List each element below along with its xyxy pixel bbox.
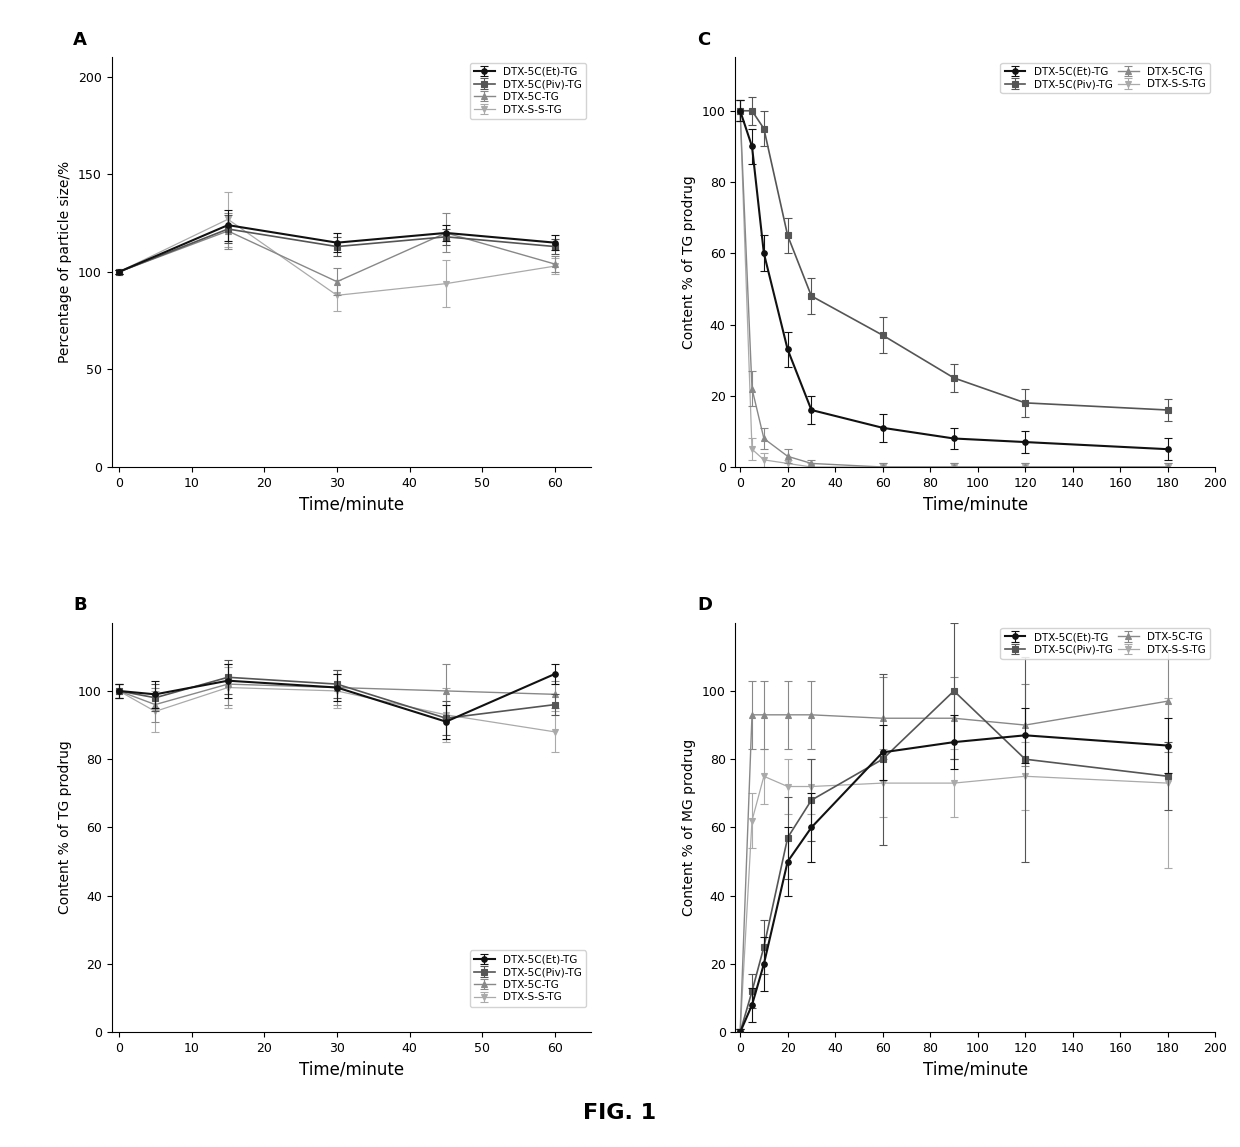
X-axis label: Time/minute: Time/minute — [923, 496, 1028, 513]
Legend: DTX-5C(Et)-TG, DTX-5C(Piv)-TG, DTX-5C-TG, DTX-S-S-TG: DTX-5C(Et)-TG, DTX-5C(Piv)-TG, DTX-5C-TG… — [1001, 627, 1210, 658]
Y-axis label: Content % of MG prodrug: Content % of MG prodrug — [682, 739, 696, 916]
Text: C: C — [697, 31, 711, 49]
Text: B: B — [73, 596, 87, 615]
Legend: DTX-5C(Et)-TG, DTX-5C(Piv)-TG, DTX-5C-TG, DTX-S-S-TG: DTX-5C(Et)-TG, DTX-5C(Piv)-TG, DTX-5C-TG… — [1001, 63, 1210, 94]
Text: D: D — [697, 596, 712, 615]
Legend: DTX-5C(Et)-TG, DTX-5C(Piv)-TG, DTX-5C-TG, DTX-S-S-TG: DTX-5C(Et)-TG, DTX-5C(Piv)-TG, DTX-5C-TG… — [470, 63, 587, 118]
Y-axis label: Content % of TG prodrug: Content % of TG prodrug — [58, 741, 72, 914]
Text: A: A — [73, 31, 87, 49]
X-axis label: Time/minute: Time/minute — [923, 1061, 1028, 1078]
Y-axis label: Content % of TG prodrug: Content % of TG prodrug — [682, 175, 696, 349]
X-axis label: Time/minute: Time/minute — [299, 1061, 404, 1078]
Legend: DTX-5C(Et)-TG, DTX-5C(Piv)-TG, DTX-5C-TG, DTX-S-S-TG: DTX-5C(Et)-TG, DTX-5C(Piv)-TG, DTX-5C-TG… — [470, 951, 587, 1007]
Y-axis label: Percentage of particle size/%: Percentage of particle size/% — [58, 161, 72, 364]
X-axis label: Time/minute: Time/minute — [299, 496, 404, 513]
Text: FIG. 1: FIG. 1 — [584, 1102, 656, 1123]
